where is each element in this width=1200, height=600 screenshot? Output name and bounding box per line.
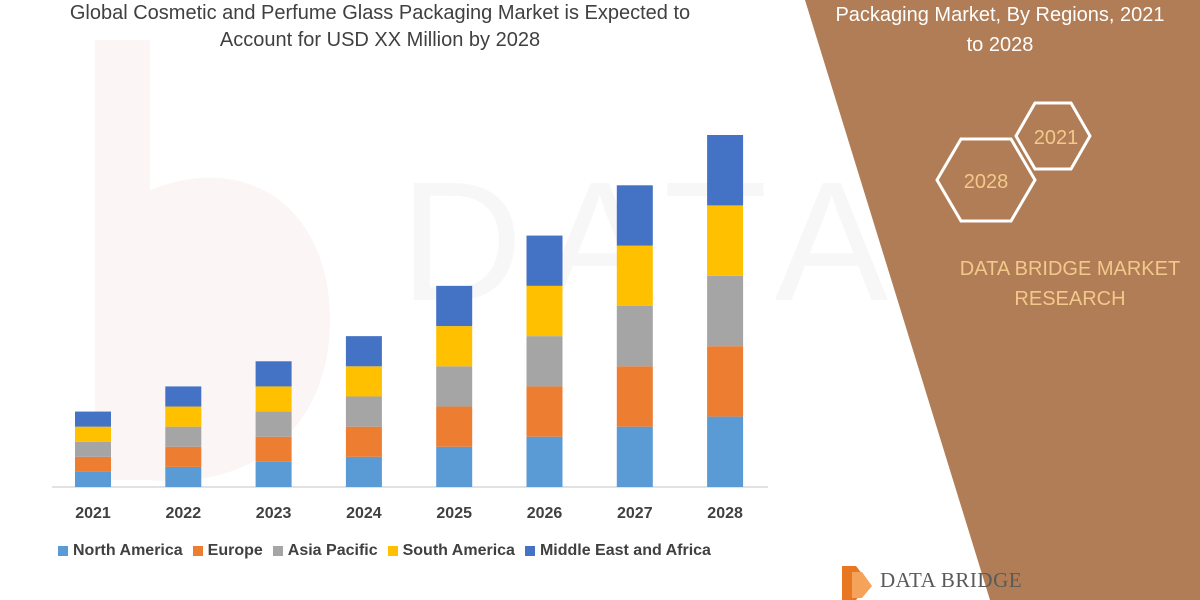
- bar-2027-series-1: [616, 366, 653, 427]
- bar-2022-series-4: [165, 386, 202, 407]
- chart-plot-area: 2021 2022 2023 2024 2025 2026 2027 2028: [52, 135, 768, 522]
- bar-2023-series-2: [255, 411, 292, 437]
- legend-swatch: [387, 546, 398, 556]
- bar-2021-series-3: [75, 426, 111, 442]
- legend-label: Middle East and Africa: [539, 542, 711, 559]
- x-tick-label: 2025: [436, 505, 472, 522]
- bar-2024-series-2: [345, 396, 382, 427]
- legend-swatch: [58, 546, 68, 556]
- bar-2025-series-4: [436, 285, 473, 327]
- x-tick-label: 2021: [75, 505, 111, 522]
- bar-2024-series-1: [345, 426, 382, 457]
- bar-2026-series-1: [526, 386, 563, 437]
- side-panel-background: [805, 0, 1200, 600]
- hexagon-2028-label: 2028: [964, 171, 1009, 193]
- hexagon-2021-label: 2021: [1034, 127, 1079, 149]
- footer-logo-text: DATA BRIDGE: [880, 568, 1023, 592]
- bar-2022-series-1: [165, 446, 202, 467]
- legend-item: South America: [387, 542, 515, 560]
- bar-2025-series-2: [436, 366, 473, 407]
- bar-2027-series-0: [616, 426, 653, 487]
- bar-2022-series-3: [165, 406, 202, 427]
- bar-2022-series-0: [165, 466, 202, 487]
- bar-2028-series-2: [707, 275, 744, 347]
- bar-2022-series-2: [165, 426, 202, 447]
- hexagon-2028: [935, 137, 1037, 223]
- bar-2027-series-2: [616, 305, 653, 367]
- bar-2027-series-4: [616, 185, 653, 246]
- bar-2021-series-4: [75, 411, 111, 427]
- bar-2021-series-1: [75, 456, 111, 472]
- x-tick-label: 2022: [166, 505, 202, 522]
- legend-item: North America: [58, 542, 183, 560]
- legend-label: North America: [73, 542, 183, 559]
- bar-2028-series-3: [707, 205, 744, 276]
- bar-2026-series-4: [526, 235, 563, 286]
- bar-2026-series-0: [526, 436, 563, 487]
- legend-swatch: [192, 546, 203, 556]
- x-tick-label: 2028: [707, 505, 743, 522]
- legend-label: Europe: [207, 542, 263, 559]
- brand-name: DATA BRIDGE MARKET RESEARCH: [959, 258, 1181, 310]
- x-tick-label: 2023: [256, 505, 292, 522]
- bar-2024-series-4: [345, 336, 382, 367]
- chart-title: Global Cosmetic and Perfume Glass Packag…: [69, 2, 691, 51]
- bar-2025-series-3: [436, 326, 473, 367]
- legend-item: Middle East and Africa: [524, 542, 711, 560]
- bar-2023-series-4: [255, 361, 292, 387]
- legend-label: Asia Pacific: [287, 542, 378, 559]
- legend-label: South America: [402, 542, 515, 559]
- legend-swatch: [272, 546, 283, 556]
- bar-2024-series-0: [345, 456, 382, 487]
- bar-2028-series-0: [707, 416, 744, 487]
- bar-2028-series-1: [707, 346, 744, 417]
- legend-item: Asia Pacific: [272, 542, 378, 560]
- bar-2023-series-1: [255, 436, 292, 462]
- logo-icon: [842, 566, 872, 600]
- bar-2025-series-0: [436, 446, 473, 487]
- bar-2023-series-0: [255, 461, 292, 487]
- hexagon-2021: [1014, 101, 1092, 171]
- bar-2023-series-3: [255, 386, 292, 412]
- legend-swatch: [524, 546, 535, 556]
- bar-2025-series-1: [436, 406, 473, 447]
- chart-legend: North America Europe Asia Pacific South Ame…: [58, 540, 778, 562]
- bar-2026-series-2: [526, 336, 563, 387]
- x-tick-label: 2026: [527, 505, 563, 522]
- bar-2026-series-3: [526, 285, 563, 337]
- bar-2024-series-3: [345, 366, 382, 397]
- side-panel-title: Packaging Market, By Regions, 2021 to 20…: [835, 4, 1165, 56]
- x-tick-label: 2027: [617, 505, 653, 522]
- bar-2027-series-3: [616, 245, 653, 306]
- bar-2021-series-0: [75, 471, 111, 487]
- bar-2021-series-2: [75, 441, 111, 457]
- bar-2028-series-4: [707, 135, 744, 206]
- x-tick-label: 2024: [346, 505, 382, 522]
- legend-item: Europe: [192, 542, 263, 560]
